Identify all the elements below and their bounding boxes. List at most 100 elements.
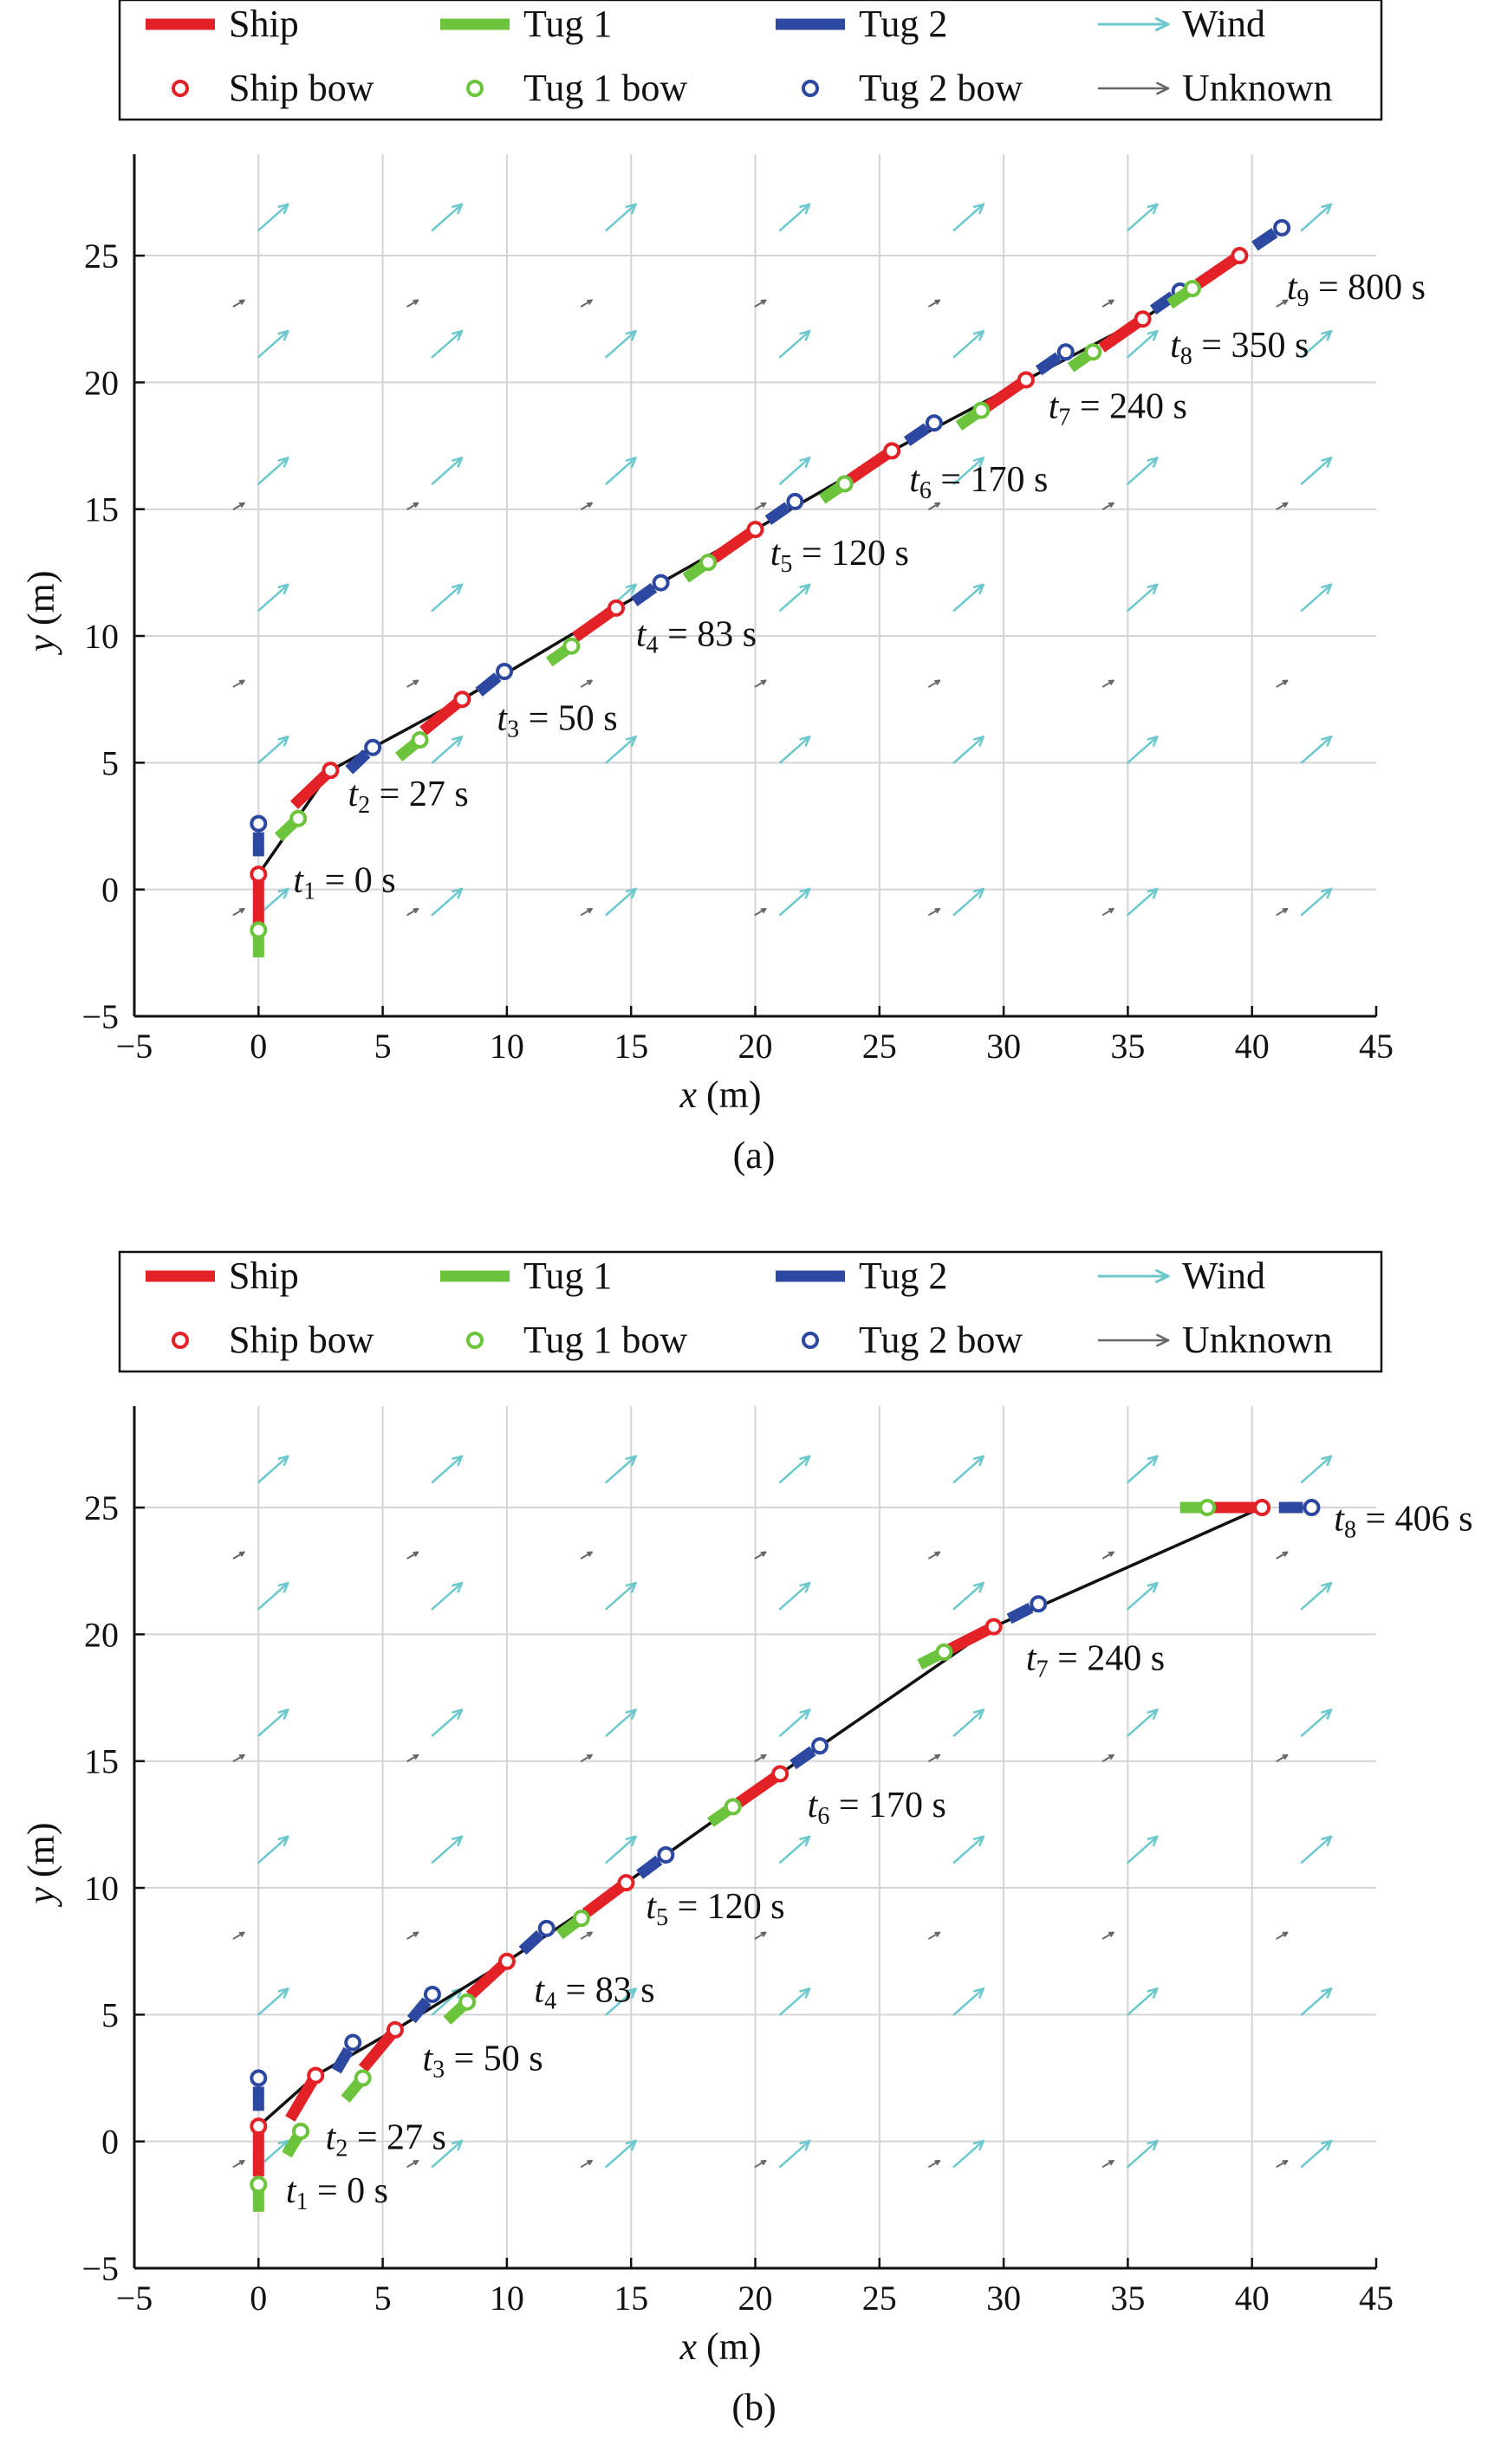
wind-arrow-shaft: [431, 583, 464, 613]
time-label: t1 = 0 s: [286, 2171, 388, 2215]
wind-arrow-shaft: [1127, 1709, 1159, 1737]
x-axis-label-unit: (m): [697, 2325, 762, 2368]
wind-arrow: [605, 887, 637, 917]
tug1-bow-marker: [411, 731, 429, 749]
time-label-var: t: [909, 460, 920, 500]
legend-ship-bow-label: Ship bow: [229, 1319, 374, 1361]
tug2-bow-marker: [250, 2069, 268, 2087]
wind-arrow: [1127, 1581, 1159, 1611]
unknown-arrow: [1276, 502, 1289, 510]
time-label-var: t: [636, 615, 647, 655]
unknown-arrow: [406, 2159, 419, 2168]
wind-arrow: [257, 457, 289, 485]
unknown-arrow-head: [238, 1754, 245, 1760]
wind-arrow-shaft: [1127, 583, 1159, 613]
wind-arrow-shaft: [257, 1581, 289, 1611]
time-label: t6 = 170 s: [909, 460, 1048, 504]
ship-bow-marker: [307, 2066, 325, 2085]
tug2-bow-marker: [537, 1919, 556, 1937]
y-tick-label: 10: [84, 1869, 119, 1908]
wind-arrow-shaft: [605, 1455, 637, 1484]
legend-unknown-arrow: [1097, 1333, 1170, 1347]
wind-arrow-shaft: [431, 457, 464, 485]
unknown-arrow-head: [760, 1931, 767, 1937]
wind-arrow: [431, 1709, 464, 1737]
wind-arrow-shaft: [1127, 457, 1159, 485]
x-axis-label-var: x: [679, 1073, 697, 1116]
time-label-var: t: [326, 2117, 337, 2157]
time-label-subscript: 8: [1180, 343, 1192, 370]
wind-arrow: [257, 1835, 289, 1864]
wind-arrow: [1300, 1835, 1333, 1864]
x-tick-label: 5: [374, 1027, 392, 1066]
unknown-arrow-head: [1108, 907, 1114, 914]
unknown-arrow-shaft: [580, 1931, 593, 1940]
unknown-arrow-head: [238, 2159, 245, 2166]
snapshot-6: t6 = 170 s: [818, 414, 1048, 504]
unknown-arrow-head: [760, 2159, 767, 2166]
unknown-arrow: [406, 1754, 419, 1762]
legend-tug2-label: Tug 2: [859, 3, 947, 45]
wind-arrow-shaft: [952, 1987, 985, 2016]
wind-arrow: [1300, 887, 1333, 917]
unknown-arrow-shaft: [406, 1931, 419, 1940]
wind-arrow-head: [452, 1709, 464, 1720]
wind-arrow-shaft: [257, 583, 289, 613]
wind-arrow-head: [452, 583, 464, 595]
unknown-arrow-shaft: [232, 1754, 245, 1762]
wind-arrow-shaft: [1300, 736, 1333, 764]
x-tick-label: −5: [116, 2279, 153, 2318]
snapshot-3: t3 = 50 s: [341, 1985, 543, 2103]
wind-arrow-head: [972, 887, 985, 899]
unknown-arrow-head: [760, 679, 767, 685]
tug2-hull: [345, 749, 371, 775]
wind-arrow-head: [972, 1835, 985, 1847]
time-label-subscript: 8: [1344, 1516, 1356, 1543]
unknown-arrow-shaft: [232, 502, 245, 510]
wind-arrow-head: [1147, 1709, 1159, 1720]
wind-arrow-head: [972, 583, 985, 595]
unknown-arrow-shaft: [1101, 907, 1114, 916]
ship-bow-marker: [250, 866, 268, 884]
wind-arrow-head: [625, 203, 637, 215]
unknown-arrow-shaft: [928, 2159, 941, 2168]
time-label: t3 = 50 s: [497, 698, 617, 742]
wind-arrow-shaft: [952, 1835, 985, 1864]
unknown-arrow-head: [238, 907, 245, 914]
wind-arrow: [778, 1987, 811, 2016]
ship-bow-marker: [497, 1952, 516, 1970]
unknown-arrow: [1101, 502, 1114, 510]
time-label-var: t: [286, 2171, 297, 2211]
wind-arrow-head: [625, 1455, 637, 1467]
wind-arrow-shaft: [1127, 736, 1159, 764]
tug2-hull: [636, 1855, 663, 1879]
wind-arrow-shaft: [952, 887, 985, 917]
wind-arrow-head: [625, 457, 637, 468]
tug2-hull: [1006, 1603, 1034, 1624]
tug1-bow-marker: [1183, 280, 1201, 298]
time-label-value: = 350 s: [1192, 326, 1309, 366]
legend-unknown-arrow: [1097, 81, 1170, 95]
legend-unknown-label: Unknown: [1182, 1319, 1333, 1361]
wind-arrow-head: [1147, 329, 1159, 341]
wind-arrow: [431, 2139, 464, 2169]
unknown-arrow-shaft: [754, 1754, 767, 1762]
legend-tug1-bow-label: Tug 1 bow: [523, 1319, 687, 1361]
unknown-arrow-head: [413, 907, 419, 914]
unknown-arrow: [232, 907, 245, 916]
wind-arrow: [431, 457, 464, 485]
time-label-value: = 83 s: [556, 1971, 655, 2011]
unknown-arrow: [754, 1551, 767, 1559]
wind-arrow-shaft: [778, 329, 811, 359]
tug2-bow-marker: [811, 1737, 829, 1755]
x-tick-label: 25: [862, 2279, 897, 2318]
x-tick-label: 20: [738, 2279, 773, 2318]
unknown-arrow-head: [934, 1931, 941, 1937]
unknown-arrow: [232, 1931, 245, 1940]
wind-arrow-head: [1321, 2139, 1333, 2151]
wind-arrow-head: [277, 1987, 289, 1999]
wind-arrow-head: [1321, 457, 1333, 468]
tug1-bow-marker: [458, 1993, 477, 2011]
unknown-arrow-shaft: [928, 679, 941, 688]
y-tick-label: 20: [84, 1615, 119, 1654]
